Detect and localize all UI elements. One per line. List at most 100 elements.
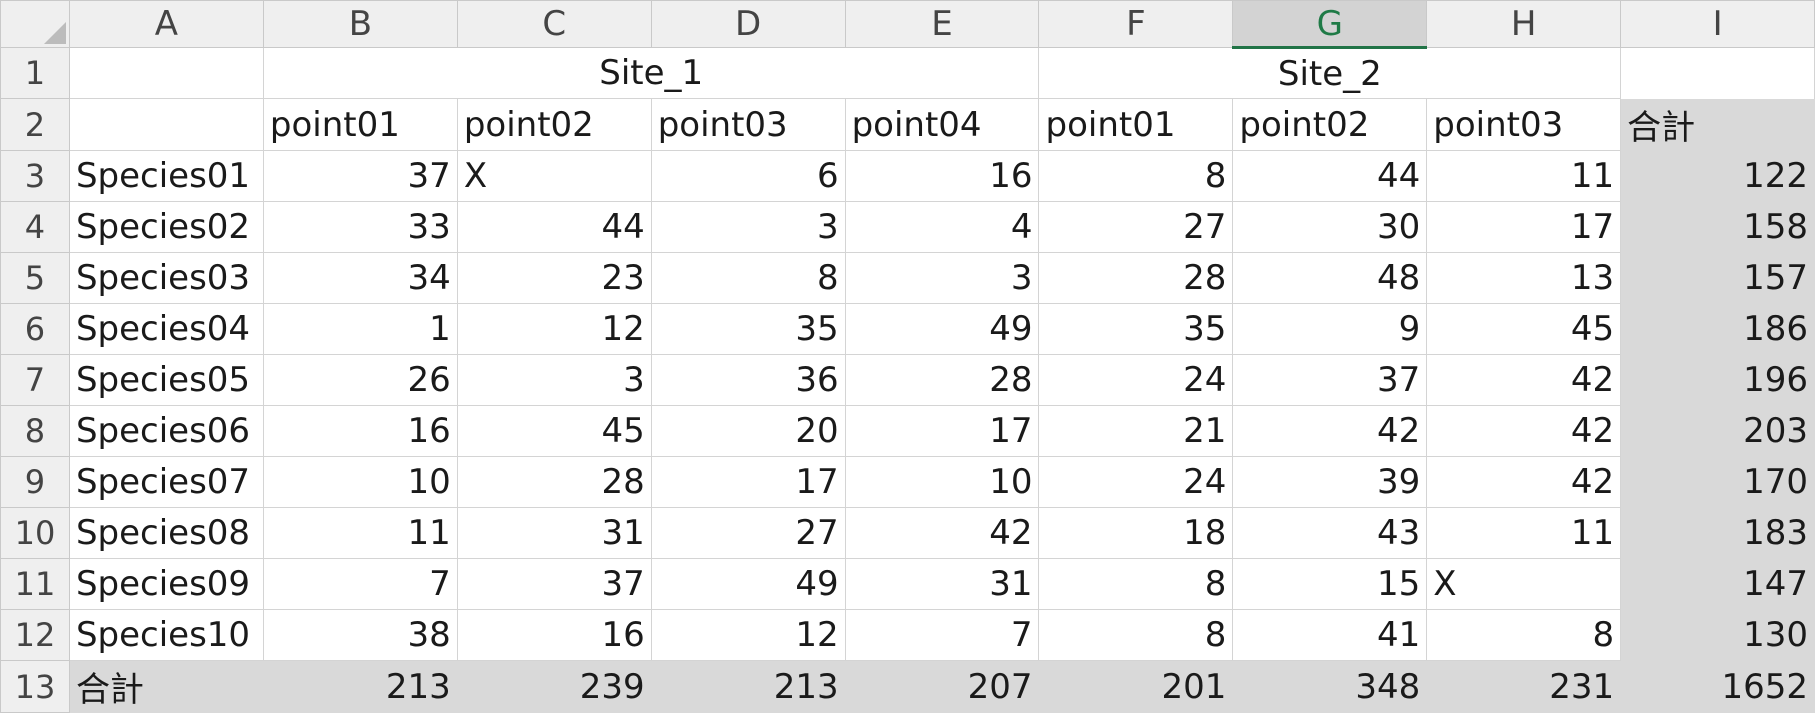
cell-a2[interactable] — [68, 98, 264, 151]
count-cell[interactable]: 17 — [1426, 201, 1622, 253]
count-cell[interactable]: 3 — [456, 354, 652, 406]
count-cell[interactable]: 37 — [262, 150, 458, 202]
count-cell[interactable]: 36 — [650, 354, 846, 406]
count-cell[interactable]: 8 — [1038, 609, 1234, 661]
count-cell[interactable]: X — [1426, 558, 1622, 610]
count-cell[interactable]: 16 — [456, 609, 652, 661]
count-cell[interactable]: 42 — [1232, 405, 1428, 457]
count-cell[interactable]: 42 — [1426, 456, 1622, 508]
count-cell[interactable]: 43 — [1232, 507, 1428, 559]
count-cell[interactable]: 9 — [1232, 303, 1428, 355]
column-header-f[interactable]: F — [1038, 0, 1234, 48]
species-name-cell[interactable]: Species04 — [68, 303, 264, 355]
count-cell[interactable]: 4 — [844, 201, 1040, 253]
column-total-cell[interactable]: 348 — [1232, 660, 1428, 713]
column-total-cell[interactable]: 239 — [456, 660, 652, 713]
row-header[interactable]: 3 — [0, 150, 70, 202]
row-total-cell[interactable]: 130 — [1620, 609, 1815, 661]
count-cell[interactable]: 35 — [1038, 303, 1234, 355]
row-header[interactable]: 6 — [0, 303, 70, 355]
count-cell[interactable]: 38 — [262, 609, 458, 661]
row-header[interactable]: 7 — [0, 354, 70, 406]
count-cell[interactable]: 16 — [844, 150, 1040, 202]
count-cell[interactable]: 10 — [844, 456, 1040, 508]
count-cell[interactable]: 45 — [456, 405, 652, 457]
species-name-cell[interactable]: Species01 — [68, 150, 264, 202]
total-row-label-cell[interactable]: 合計 — [68, 660, 264, 713]
count-cell[interactable]: 42 — [1426, 405, 1622, 457]
count-cell[interactable]: 37 — [1232, 354, 1428, 406]
site-1-header-cell[interactable]: Site_1 — [262, 47, 1040, 99]
count-cell[interactable]: 26 — [262, 354, 458, 406]
row-header[interactable]: 1 — [0, 47, 70, 99]
species-name-cell[interactable]: Species06 — [68, 405, 264, 457]
count-cell[interactable]: 23 — [456, 252, 652, 304]
count-cell[interactable]: 17 — [650, 456, 846, 508]
species-name-cell[interactable]: Species07 — [68, 456, 264, 508]
count-cell[interactable]: 1 — [262, 303, 458, 355]
count-cell[interactable]: 31 — [844, 558, 1040, 610]
point-header-cell[interactable]: point03 — [650, 98, 846, 151]
count-cell[interactable]: 8 — [1038, 558, 1234, 610]
count-cell[interactable]: 7 — [844, 609, 1040, 661]
count-cell[interactable]: 6 — [650, 150, 846, 202]
column-header-a[interactable]: A — [68, 0, 264, 48]
row-total-cell[interactable]: 170 — [1620, 456, 1815, 508]
row-header[interactable]: 4 — [0, 201, 70, 253]
count-cell[interactable]: 31 — [456, 507, 652, 559]
count-cell[interactable]: 39 — [1232, 456, 1428, 508]
count-cell[interactable]: 15 — [1232, 558, 1428, 610]
count-cell[interactable]: 20 — [650, 405, 846, 457]
row-total-cell[interactable]: 122 — [1620, 150, 1815, 202]
cell-i1[interactable] — [1620, 47, 1815, 99]
point-header-cell[interactable]: point03 — [1426, 98, 1622, 151]
count-cell[interactable]: 28 — [844, 354, 1040, 406]
point-header-cell[interactable]: point04 — [844, 98, 1040, 151]
count-cell[interactable]: 18 — [1038, 507, 1234, 559]
count-cell[interactable]: 41 — [1232, 609, 1428, 661]
column-header-i[interactable]: I — [1620, 0, 1815, 48]
count-cell[interactable]: 11 — [1426, 507, 1622, 559]
row-header[interactable]: 2 — [0, 98, 70, 151]
total-column-header-cell[interactable]: 合計 — [1620, 98, 1815, 151]
count-cell[interactable]: 21 — [1038, 405, 1234, 457]
count-cell[interactable]: 37 — [456, 558, 652, 610]
count-cell[interactable]: 11 — [1426, 150, 1622, 202]
point-header-cell[interactable]: point02 — [1232, 98, 1428, 151]
column-total-cell[interactable]: 231 — [1426, 660, 1622, 713]
species-name-cell[interactable]: Species03 — [68, 252, 264, 304]
count-cell[interactable]: 8 — [1426, 609, 1622, 661]
column-header-h[interactable]: H — [1426, 0, 1622, 48]
count-cell[interactable]: 42 — [1426, 354, 1622, 406]
species-name-cell[interactable]: Species05 — [68, 354, 264, 406]
row-total-cell[interactable]: 186 — [1620, 303, 1815, 355]
column-total-cell[interactable]: 207 — [844, 660, 1040, 713]
row-total-cell[interactable]: 158 — [1620, 201, 1815, 253]
row-header[interactable]: 8 — [0, 405, 70, 457]
grand-total-cell[interactable]: 1652 — [1620, 660, 1815, 713]
row-header[interactable]: 5 — [0, 252, 70, 304]
point-header-cell[interactable]: point01 — [1038, 98, 1234, 151]
point-header-cell[interactable]: point02 — [456, 98, 652, 151]
point-header-cell[interactable]: point01 — [262, 98, 458, 151]
count-cell[interactable]: 12 — [650, 609, 846, 661]
column-header-c[interactable]: C — [456, 0, 652, 48]
row-total-cell[interactable]: 196 — [1620, 354, 1815, 406]
column-header-b[interactable]: B — [262, 0, 458, 48]
column-header-e[interactable]: E — [844, 0, 1040, 48]
count-cell[interactable]: 45 — [1426, 303, 1622, 355]
count-cell[interactable]: 3 — [650, 201, 846, 253]
count-cell[interactable]: 34 — [262, 252, 458, 304]
count-cell[interactable]: 16 — [262, 405, 458, 457]
column-header-d[interactable]: D — [650, 0, 846, 48]
count-cell[interactable]: 8 — [1038, 150, 1234, 202]
species-name-cell[interactable]: Species09 — [68, 558, 264, 610]
count-cell[interactable]: 28 — [1038, 252, 1234, 304]
species-name-cell[interactable]: Species08 — [68, 507, 264, 559]
count-cell[interactable]: 48 — [1232, 252, 1428, 304]
count-cell[interactable]: 35 — [650, 303, 846, 355]
species-name-cell[interactable]: Species10 — [68, 609, 264, 661]
row-total-cell[interactable]: 183 — [1620, 507, 1815, 559]
row-total-cell[interactable]: 203 — [1620, 405, 1815, 457]
count-cell[interactable]: 24 — [1038, 456, 1234, 508]
